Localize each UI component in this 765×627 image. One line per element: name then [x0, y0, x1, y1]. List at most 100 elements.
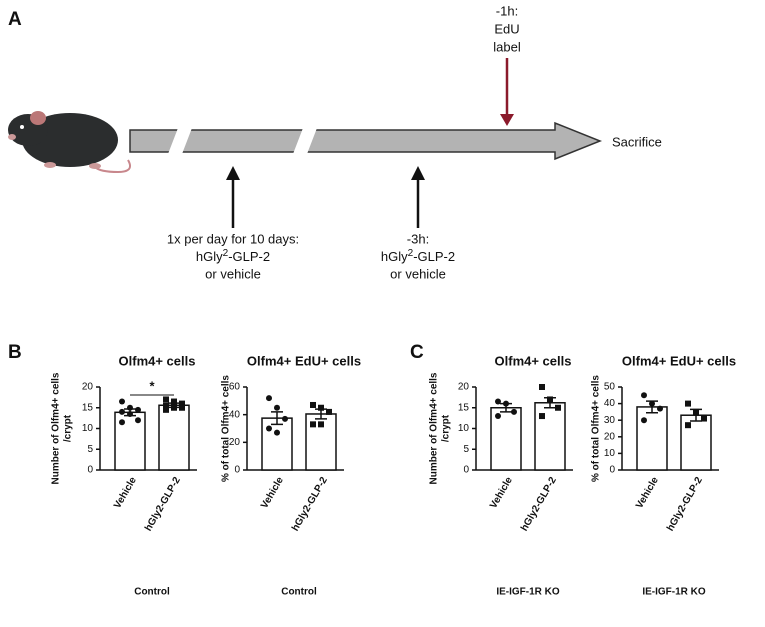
data-point [179, 404, 185, 411]
y-tick-label: 20 [604, 431, 616, 442]
x-tick-label: hGly2-GLP-2 [290, 475, 330, 533]
data-point [171, 398, 177, 405]
x-tick-label: hGly2-GLP-2 [665, 475, 705, 533]
significance-label: * [149, 378, 155, 393]
panel-label: C [410, 342, 424, 363]
chart-title: Olfm4+ EdU+ cells [247, 353, 361, 368]
data-point [274, 429, 280, 436]
y-tick-label: 40 [604, 398, 616, 409]
y-axis-label: Number of Olfm4+ cells [51, 372, 62, 484]
y-tick-label: 40 [229, 409, 241, 420]
y-tick-label: 0 [463, 465, 469, 476]
x-axis-label: Control [134, 587, 170, 598]
timeline-label: hGly2-GLP-2 [381, 248, 455, 265]
data-point [539, 413, 545, 420]
data-point [119, 419, 125, 426]
bar [261, 417, 293, 471]
data-point [685, 422, 691, 429]
data-point [163, 406, 169, 413]
data-point [701, 415, 707, 422]
x-tick-label: hGly2-GLP-2 [143, 475, 183, 533]
timeline-label: -1h: [496, 3, 518, 18]
y-tick-label: 15 [458, 402, 470, 413]
timeline-arrow [129, 58, 603, 228]
timeline-label: or vehicle [205, 266, 261, 281]
data-point [318, 421, 324, 428]
bar [636, 406, 668, 471]
data-point [318, 404, 324, 411]
timeline-label: EdU [494, 21, 519, 36]
panel-label: B [8, 342, 22, 363]
data-point [119, 398, 125, 405]
data-point [326, 408, 332, 415]
bar [534, 402, 566, 471]
data-point [127, 410, 133, 417]
chart-title: Olfm4+ EdU+ cells [622, 353, 736, 368]
data-point [163, 402, 169, 409]
data-point [266, 395, 272, 402]
data-point [539, 384, 545, 390]
y-tick-label: 20 [458, 382, 470, 393]
x-tick-label: Vehicle [634, 475, 661, 511]
y-tick-label: 10 [458, 423, 470, 434]
data-point [135, 406, 141, 413]
panel-label: A [8, 9, 22, 30]
data-point [641, 392, 647, 399]
data-point [171, 404, 177, 411]
y-tick-label: 5 [463, 444, 469, 455]
y-axis-label: /crypt [63, 414, 74, 442]
data-point [693, 408, 699, 415]
timeline-label: 1x per day for 10 days: [167, 231, 299, 246]
data-point [503, 400, 509, 407]
data-point [641, 417, 647, 424]
data-point [649, 400, 655, 407]
data-point [135, 417, 141, 424]
y-tick-label: 20 [82, 382, 94, 393]
y-tick-label: 0 [87, 465, 93, 476]
timeline-end: Sacrifice [612, 134, 662, 149]
y-tick-label: 20 [229, 437, 241, 448]
y-tick-label: 60 [229, 382, 241, 393]
bar [158, 404, 190, 471]
data-point [127, 404, 133, 411]
x-tick-label: Vehicle [112, 475, 139, 511]
y-axis-label: Number of Olfm4+ cells [429, 372, 440, 484]
y-axis-label: /crypt [441, 414, 452, 442]
x-axis-label: Control [281, 587, 317, 598]
y-tick-label: 0 [609, 465, 615, 476]
timeline-label: hGly2-GLP-2 [196, 248, 270, 265]
data-point [266, 425, 272, 432]
data-point [495, 413, 501, 420]
data-point [657, 405, 663, 412]
y-tick-label: 0 [234, 465, 240, 476]
y-axis-label: % of total Olfm4+ cells [221, 375, 232, 482]
timeline-label: label [493, 39, 521, 54]
timeline-label: -3h: [407, 231, 429, 246]
data-point [179, 400, 185, 407]
data-point [119, 408, 125, 415]
data-point [495, 398, 501, 405]
y-tick-label: 10 [604, 448, 616, 459]
chart-title: Olfm4+ cells [495, 353, 572, 368]
data-point [163, 396, 169, 403]
chart-title: Olfm4+ cells [119, 353, 196, 368]
x-tick-label: Vehicle [488, 475, 515, 511]
data-point [547, 396, 553, 403]
data-point [555, 404, 561, 411]
mouse [8, 111, 131, 174]
y-tick-label: 30 [604, 415, 616, 426]
timeline-label: or vehicle [390, 266, 446, 281]
y-tick-label: 5 [87, 444, 93, 455]
x-axis-label: IE-IGF-1R KO [496, 587, 560, 598]
data-point [310, 401, 316, 408]
data-point [511, 408, 517, 415]
data-point [282, 415, 288, 422]
y-tick-label: 50 [604, 382, 616, 393]
x-tick-label: Vehicle [259, 475, 286, 511]
y-axis-label: % of total Olfm4+ cells [591, 375, 602, 482]
bar [680, 414, 712, 471]
data-point [274, 404, 280, 411]
data-point [685, 400, 691, 407]
y-tick-label: 15 [82, 402, 94, 413]
